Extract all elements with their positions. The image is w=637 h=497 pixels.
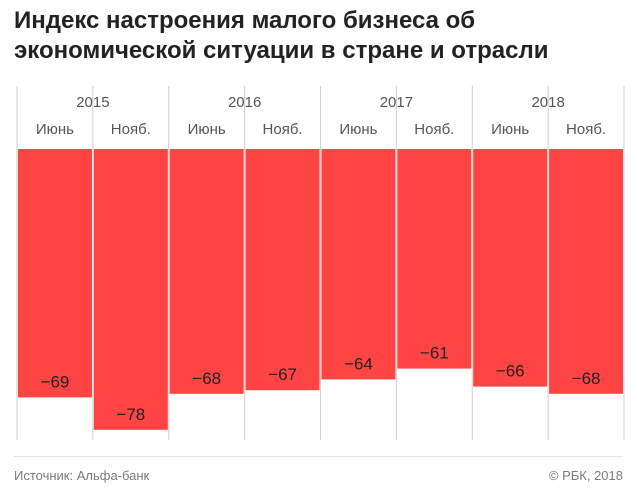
bar — [169, 149, 244, 394]
category-label: Июнь — [339, 121, 377, 138]
source-note: Источник: Альфа-банк — [14, 468, 150, 483]
chart-title-line-1: Индекс настроения малого бизнеса об — [14, 7, 476, 34]
bar — [473, 149, 548, 387]
value-label: −64 — [344, 354, 373, 373]
category-label: Нояб. — [263, 121, 303, 138]
chart-title-line-2: экономической ситуации в стране и отрасл… — [14, 37, 549, 64]
category-label: Июнь — [36, 121, 74, 138]
value-label: −78 — [116, 405, 145, 424]
copyright-note: © РБК, 2018 — [548, 468, 623, 483]
category-label: Июнь — [491, 121, 529, 138]
bar — [397, 149, 472, 369]
bar — [321, 149, 396, 380]
value-label: −67 — [268, 365, 297, 384]
value-label: −61 — [420, 344, 449, 363]
bar — [245, 149, 320, 391]
category-label: Нояб. — [566, 121, 606, 138]
bar — [93, 149, 168, 430]
year-label: 2016 — [228, 94, 261, 111]
year-label: 2015 — [76, 94, 109, 111]
footer-divider — [14, 456, 623, 457]
chart-title: Индекс настроения малого бизнеса об экон… — [14, 6, 624, 66]
value-label: −68 — [572, 369, 601, 388]
value-label: −68 — [192, 369, 221, 388]
value-label: −69 — [41, 372, 70, 391]
category-label: Нояб. — [414, 121, 454, 138]
value-label: −66 — [496, 362, 525, 381]
bar — [17, 149, 92, 398]
category-label: Июнь — [188, 121, 226, 138]
year-label: 2017 — [380, 94, 413, 111]
year-label: 2018 — [531, 94, 564, 111]
category-label: Нояб. — [111, 121, 151, 138]
bar — [549, 149, 624, 394]
